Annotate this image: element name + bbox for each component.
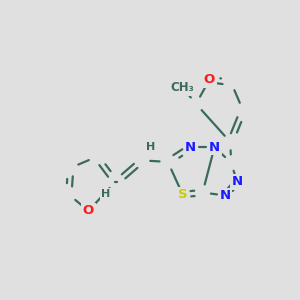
Text: N: N (209, 140, 220, 154)
Text: H: H (101, 189, 111, 199)
Text: O: O (83, 204, 94, 218)
Text: H: H (146, 142, 155, 152)
Text: S: S (178, 188, 188, 201)
Text: N: N (232, 175, 243, 188)
Text: O: O (204, 73, 215, 86)
Text: N: N (185, 140, 196, 154)
Text: N: N (220, 189, 231, 202)
Text: CH₃: CH₃ (171, 81, 195, 94)
